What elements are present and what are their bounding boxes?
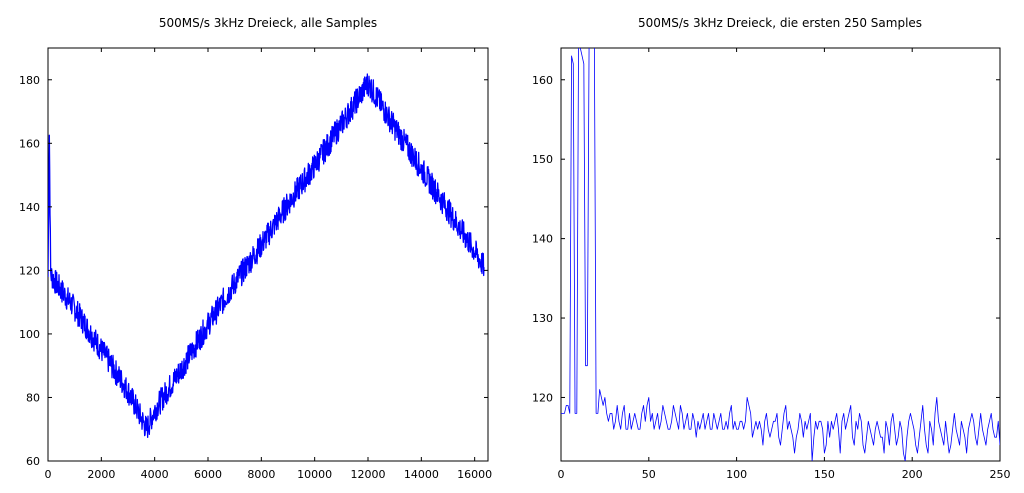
series-line-0-0 — [48, 73, 485, 439]
x-tick-label: 10000 — [297, 468, 332, 481]
x-tick-label: 250 — [990, 468, 1011, 481]
series-group-all-samples — [48, 73, 485, 439]
chart-title-all-samples: 500MS/s 3kHz Dreieck, alle Samples — [159, 16, 377, 30]
plot-frame-all-samples — [47, 47, 489, 462]
y-tick-label: 120 — [19, 264, 40, 277]
series-group-first-250 — [561, 48, 1000, 461]
x-axis-first-250: 0 50 100 150 200 250 — [558, 48, 1011, 481]
x-tick-label: 4000 — [141, 468, 169, 481]
y-axis-all-samples: 60 80 100 120 140 160 180 — [19, 74, 488, 468]
y-tick-label: 160 — [19, 137, 40, 150]
chart-title-first-250: 500MS/s 3kHz Dreieck, die ersten 250 Sam… — [638, 16, 922, 30]
x-tick-label: 14000 — [404, 468, 439, 481]
y-tick-label: 140 — [19, 201, 40, 214]
chart-first-250-samples: 500MS/s 3kHz Dreieck, die ersten 250 Sam… — [532, 16, 1011, 481]
x-tick-label: 0 — [558, 468, 565, 481]
y-tick-label: 180 — [19, 74, 40, 87]
x-tick-label: 200 — [902, 468, 923, 481]
y-tick-label: 80 — [26, 391, 40, 404]
chart-all-samples: 500MS/s 3kHz Dreieck, alle Samples 0 2000… — [19, 16, 492, 481]
x-axis-all-samples: 0 2000 4000 6000 8000 10000 12000 14000 16000 — [45, 48, 492, 481]
series-line-1-0 — [561, 48, 1000, 461]
y-tick-label: 60 — [26, 455, 40, 468]
y-tick-label: 100 — [19, 328, 40, 341]
y-tick-label: 140 — [532, 233, 553, 246]
plot-frame-first-250 — [560, 47, 1001, 462]
x-tick-label: 150 — [814, 468, 835, 481]
x-tick-label: 6000 — [194, 468, 222, 481]
y-tick-label: 150 — [532, 153, 553, 166]
y-tick-label: 160 — [532, 74, 553, 87]
y-tick-label: 120 — [532, 391, 553, 404]
x-tick-label: 100 — [726, 468, 747, 481]
x-tick-label: 2000 — [87, 468, 115, 481]
x-tick-label: 0 — [45, 468, 52, 481]
x-tick-label: 8000 — [247, 468, 275, 481]
x-tick-label: 16000 — [457, 468, 492, 481]
y-axis-first-250: 120 130 140 150 160 — [532, 74, 1000, 404]
x-tick-label: 12000 — [351, 468, 386, 481]
x-tick-label: 50 — [642, 468, 656, 481]
y-tick-label: 130 — [532, 312, 553, 325]
